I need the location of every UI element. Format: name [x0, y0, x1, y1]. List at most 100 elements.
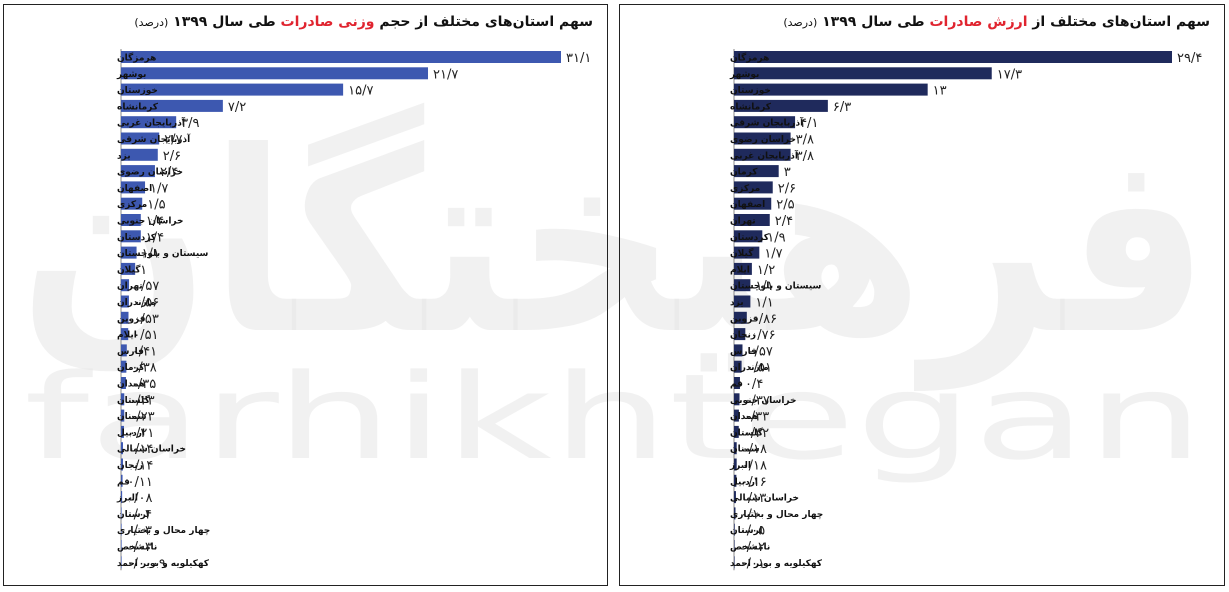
value-bar	[734, 556, 735, 569]
value-value-label: ۲/۶	[778, 181, 796, 196]
value-bar	[734, 165, 779, 178]
value-category-label: کرمان	[730, 168, 758, 178]
value-bar	[734, 491, 736, 504]
weight-bar	[121, 393, 125, 406]
value-value-label: ۴/۱	[800, 116, 818, 131]
weight-value-label: ۰/۲۱	[129, 426, 154, 441]
weight-bar	[121, 458, 123, 471]
weight-value-label: ۰/۲۳	[129, 410, 154, 425]
value-category-label: همدان	[730, 412, 758, 422]
weight-title-unit: (درصد)	[134, 16, 169, 29]
weight-bar	[121, 246, 137, 259]
weight-category-label: هرمزگان	[117, 52, 156, 64]
value-bar	[734, 540, 735, 552]
weight-value-label: ۱	[140, 263, 147, 278]
value-value-label: ۰/۴	[745, 377, 763, 392]
value-bar-chart: هرمزگان ۲۹/۴ بوشهر ۱۷/۳ خوزستان ۱۳ کرمانشاه ۶/۳…	[729, 49, 1202, 571]
value-bar	[734, 214, 770, 226]
value-category-label: خراسان رضوی	[730, 135, 796, 145]
value-category-label: سمنان	[730, 445, 760, 455]
value-category-label: هرمزگان	[730, 52, 769, 64]
value-category-label: گلستان	[730, 426, 764, 438]
value-category-label: لرستان	[730, 526, 763, 536]
value-category-label: قم	[730, 380, 743, 390]
value-value-label: ۶/۳	[833, 100, 851, 115]
weight-category-label: اردبیل	[117, 428, 145, 438]
weight-bar	[121, 165, 155, 178]
value-category-label: قزوین	[730, 314, 759, 324]
value-category-label: یزد	[730, 298, 744, 308]
value-value-label: ۲/۴	[775, 214, 793, 229]
value-bar	[734, 360, 742, 373]
weight-bar	[121, 116, 177, 129]
weight-bar	[121, 311, 129, 324]
weight-bar	[121, 360, 127, 373]
value-bar	[734, 262, 752, 275]
value-bar	[734, 132, 791, 145]
weight-value-label: ۱/۱	[142, 247, 160, 262]
weight-bar	[121, 344, 127, 357]
weight-category-label: آذربایجان غربی	[117, 117, 186, 129]
value-bar	[734, 393, 740, 406]
value-value-label: ۰/۵۱	[747, 361, 772, 376]
weight-bar	[121, 507, 122, 520]
value-bar	[734, 51, 1172, 63]
value-category-label: خراسان جنوبی	[730, 396, 797, 406]
value-category-label: زنجان	[730, 331, 756, 341]
value-value-label: ۰/۳۷	[745, 393, 770, 408]
value-category-label: اردبیل	[730, 477, 758, 487]
value-value-label: ۳/۸	[796, 133, 814, 148]
weight-category-label: کهکیلویه و بویر احمد	[117, 559, 210, 569]
value-value-label: ۰/۵۷	[747, 344, 772, 359]
value-bar	[734, 311, 747, 324]
weight-category-label: کرمان	[117, 363, 145, 373]
weight-category-label: خراسان شمالی	[117, 445, 186, 455]
weight-value-label: ۲۱/۷	[433, 67, 458, 82]
weight-category-label: البرز	[116, 494, 138, 504]
weight-category-label: مازندران	[117, 298, 156, 308]
value-value-label: ۱۳	[933, 84, 947, 99]
weight-category-label: آذربایجان شرقی	[117, 133, 191, 145]
weight-chart-title: سهم استان‌های مختلف از حجم وزنی صادرات ط…	[134, 14, 593, 30]
value-category-label: مازندران	[730, 363, 769, 373]
weight-bar	[121, 262, 136, 275]
value-value-label: ۰/۳۲	[744, 426, 769, 441]
value-category-label: کرمانشاه	[730, 102, 772, 112]
weight-bar	[121, 148, 158, 161]
value-bar	[734, 246, 760, 259]
weight-title-suffix: طی سال ۱۳۹۹	[173, 14, 276, 30]
value-bar	[734, 148, 791, 161]
weight-title-prefix: سهم استان‌های مختلف از حجم	[379, 14, 593, 30]
value-category-label: کردستان	[730, 233, 770, 243]
value-bar	[734, 442, 737, 455]
weight-value-label: ۲/۴	[160, 165, 178, 180]
value-value-label: ۰/۱	[740, 507, 758, 522]
value-category-label: کهکیلویه و بویر احمد	[730, 559, 823, 569]
value-value-label: ۰/۰۱	[740, 556, 765, 571]
value-bar	[734, 328, 746, 341]
value-value-label: ۱/۱	[755, 296, 773, 311]
value-value-label: ۳	[784, 165, 791, 180]
weight-share-chart-panel: سهم استان‌های مختلف از حجم وزنی صادرات ط…	[3, 4, 608, 586]
value-category-label: سیستان و بلوچستان	[730, 282, 822, 292]
value-value-label: ۰/۱۳	[741, 491, 766, 506]
value-category-label: اصفهان	[730, 200, 765, 210]
weight-bar	[121, 279, 130, 292]
value-category-label: نامشخص	[730, 543, 770, 553]
value-bar	[734, 507, 736, 520]
weight-bar	[121, 51, 561, 63]
weight-value-label: ۰/۵۱	[133, 328, 158, 343]
value-category-label: چهار محال و بختیاری	[730, 510, 823, 520]
weight-category-label: گلستان	[117, 394, 151, 406]
weight-value-label: ۰/۱۱	[128, 475, 153, 490]
weight-bar	[121, 99, 223, 112]
value-value-label: ۰/۱۸	[742, 459, 767, 474]
weight-bar	[121, 474, 123, 487]
value-value-label: ۱/۹	[767, 230, 785, 245]
value-value-label: ۰/۸۶	[752, 312, 777, 327]
value-bar	[734, 474, 737, 487]
weight-bar	[121, 328, 129, 341]
weight-bar	[121, 409, 125, 422]
value-title-prefix: سهم استان‌های مختلف از	[1032, 14, 1210, 30]
weight-category-label: خراسان رضوی	[117, 168, 183, 178]
